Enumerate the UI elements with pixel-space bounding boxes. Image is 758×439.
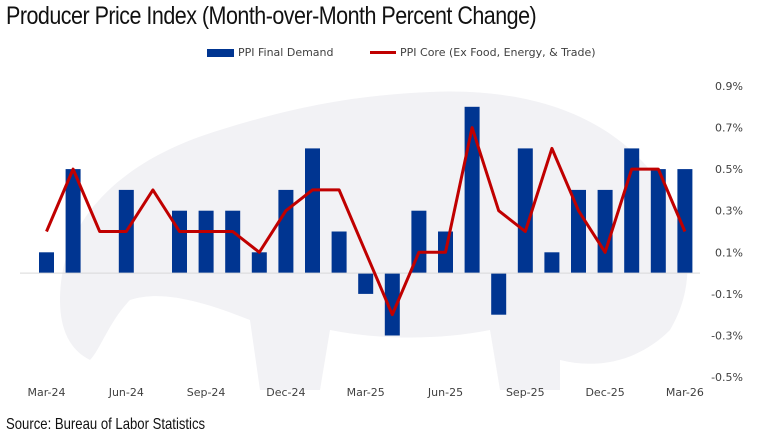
bar-Apr-25 (384, 273, 400, 336)
legend-swatch-line (370, 51, 396, 54)
legend-item-final-demand: PPI Final Demand (207, 46, 334, 59)
x-tick-label: Dec-25 (585, 386, 624, 399)
y-tick-label: -0.3% (711, 329, 743, 342)
bar-Mar-26 (677, 169, 693, 273)
y-tick-label: 0.9% (715, 80, 743, 93)
bar-Nov-24 (251, 252, 267, 274)
bar-Apr-24 (65, 169, 81, 273)
bar-Aug-24 (172, 210, 187, 274)
bar-Sep-24 (198, 210, 214, 274)
x-tick-label: Sep-24 (187, 386, 226, 399)
x-axis: Mar-24 Jun-24 Sep-24 Dec-24 Mar-25 Jun-25 Sep-… (27, 386, 703, 399)
bar-Aug-25 (491, 273, 507, 315)
x-tick-label: Dec-24 (266, 386, 305, 399)
bar-Oct-24 (225, 210, 241, 274)
bar-Mar-25 (358, 273, 374, 294)
legend-swatch-bar (207, 48, 234, 57)
y-tick-label: 0.3% (715, 205, 743, 218)
bar-Jan-26 (624, 148, 640, 274)
y-tick-label: 0.5% (715, 163, 743, 176)
bar-Dec-25 (597, 189, 613, 273)
y-tick-label: 0.1% (715, 246, 743, 259)
bar-Nov-25 (571, 189, 586, 273)
x-tick-label: Jun-25 (427, 386, 463, 399)
legend: PPI Final Demand PPI Core (Ex Food, Ener… (0, 46, 758, 62)
x-tick-label: Mar-26 (666, 386, 704, 399)
bar-Oct-25 (544, 252, 560, 274)
y-axis: 0.9% 0.7% 0.5% 0.3% 0.1% -0.1% -0.3% -0.5% (711, 80, 743, 384)
bar-Sep-25 (517, 148, 533, 274)
source-note: Source: Bureau of Labor Statistics (6, 416, 206, 433)
x-tick-label: Mar-25 (347, 386, 385, 399)
x-tick-label: Mar-24 (27, 386, 65, 399)
bar-Mar-24 (39, 252, 54, 274)
x-tick-label: Jun-24 (108, 386, 144, 399)
line-series-core (45, 126, 687, 317)
y-tick-label: 0.7% (715, 122, 743, 135)
y-tick-label: -0.1% (711, 288, 743, 301)
bar-Dec-24 (278, 189, 294, 273)
legend-label-final-demand: PPI Final Demand (238, 46, 334, 59)
x-tick-label: Sep-25 (506, 386, 545, 399)
chart-title: Producer Price Index (Month-over-Month P… (6, 2, 537, 30)
bull-watermark (60, 91, 688, 390)
legend-label-core: PPI Core (Ex Food, Energy, & Trade) (400, 46, 596, 59)
bull-watermark-shape (60, 91, 688, 390)
bar-Feb-26 (650, 169, 666, 273)
bar-Jan-25 (305, 148, 320, 274)
legend-item-core: PPI Core (Ex Food, Energy, & Trade) (370, 46, 596, 59)
bar-Feb-25 (331, 231, 347, 274)
y-tick-label: -0.5% (711, 371, 743, 384)
